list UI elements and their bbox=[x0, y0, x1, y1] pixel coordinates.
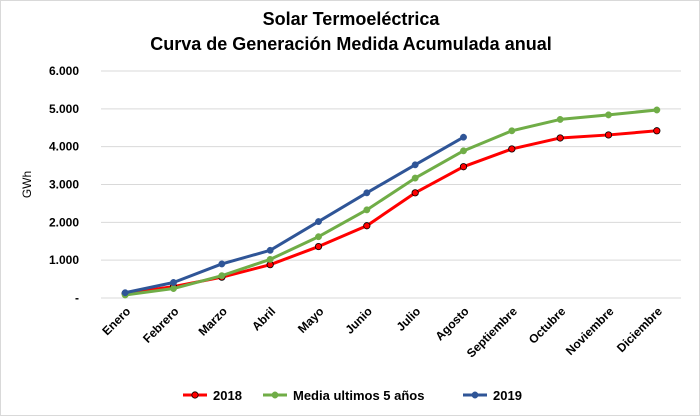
y-tick-label: 5.000 bbox=[49, 102, 79, 116]
legend-marker bbox=[271, 391, 279, 399]
data-point bbox=[459, 163, 468, 171]
data-point bbox=[266, 255, 274, 263]
data-point bbox=[460, 133, 467, 141]
chart-subtitle: Curva de Generación Medida Acumulada anu… bbox=[150, 34, 552, 54]
x-tick-label: Julio bbox=[394, 304, 424, 334]
legend: 2018 Media ultimos 5 años 2019 bbox=[183, 388, 522, 403]
x-tick-label: Junio bbox=[342, 304, 375, 337]
data-point bbox=[315, 218, 322, 226]
data-point bbox=[170, 279, 177, 286]
data-point bbox=[363, 222, 371, 230]
x-tick-label: Noviembre bbox=[563, 304, 617, 358]
x-tick-label: Diciembre bbox=[614, 304, 665, 355]
series-line bbox=[123, 108, 659, 297]
x-tick-label: Mayo bbox=[295, 304, 327, 336]
data-point bbox=[121, 289, 129, 297]
data-point bbox=[411, 189, 419, 197]
y-tick-label: 6.000 bbox=[49, 64, 79, 78]
data-point bbox=[556, 134, 564, 142]
data-point bbox=[508, 127, 516, 135]
x-tick-label: Marzo bbox=[196, 304, 230, 338]
x-tick-label: Abril bbox=[249, 304, 278, 333]
data-point bbox=[411, 174, 419, 182]
gridlines bbox=[101, 70, 681, 261]
x-tick-label: Octubre bbox=[526, 304, 569, 347]
x-tick-label: Septiembre bbox=[464, 304, 520, 360]
data-point bbox=[460, 147, 467, 155]
y-tick-label: 2.000 bbox=[49, 215, 79, 229]
data-point bbox=[315, 233, 322, 241]
data-point bbox=[605, 111, 612, 119]
data-point bbox=[363, 206, 371, 214]
data-point bbox=[218, 272, 226, 280]
legend-label: 2019 bbox=[493, 388, 522, 403]
legend-label: 2018 bbox=[213, 388, 242, 403]
y-tick-label: - bbox=[75, 291, 79, 305]
data-point bbox=[653, 127, 661, 135]
chart-title: Solar Termoeléctrica bbox=[262, 9, 440, 29]
data-point bbox=[508, 145, 516, 153]
x-tick-label: Enero bbox=[99, 304, 133, 338]
data-point bbox=[218, 260, 226, 268]
legend-label: Media ultimos 5 años bbox=[293, 388, 424, 403]
data-point bbox=[556, 115, 564, 123]
data-point bbox=[170, 285, 177, 292]
data-point bbox=[314, 242, 323, 251]
data-point bbox=[653, 106, 661, 114]
legend-marker bbox=[471, 391, 479, 399]
data-point bbox=[266, 246, 274, 254]
y-tick-label: 3.000 bbox=[49, 178, 79, 192]
y-tick-label: 4.000 bbox=[49, 140, 79, 154]
x-tick-label: Agosto bbox=[432, 304, 471, 343]
data-point bbox=[604, 131, 613, 139]
series-line bbox=[123, 135, 465, 295]
legend-marker bbox=[191, 391, 199, 399]
data-point bbox=[363, 189, 371, 197]
x-tick-label: Febrero bbox=[140, 304, 181, 345]
y-axis-label: GWh bbox=[20, 171, 34, 198]
data-point bbox=[411, 161, 419, 169]
series-lines bbox=[121, 106, 661, 299]
y-tick-label: 1.000 bbox=[49, 253, 79, 267]
